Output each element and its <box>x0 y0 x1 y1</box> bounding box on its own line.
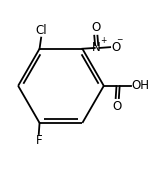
Text: Cl: Cl <box>35 24 47 37</box>
Text: −: − <box>116 35 122 44</box>
Text: O: O <box>91 21 100 34</box>
Text: OH: OH <box>132 79 150 92</box>
Text: F: F <box>36 135 42 148</box>
Text: N: N <box>92 41 101 54</box>
Text: O: O <box>112 41 121 54</box>
Text: O: O <box>113 100 122 113</box>
Text: +: + <box>100 36 107 45</box>
